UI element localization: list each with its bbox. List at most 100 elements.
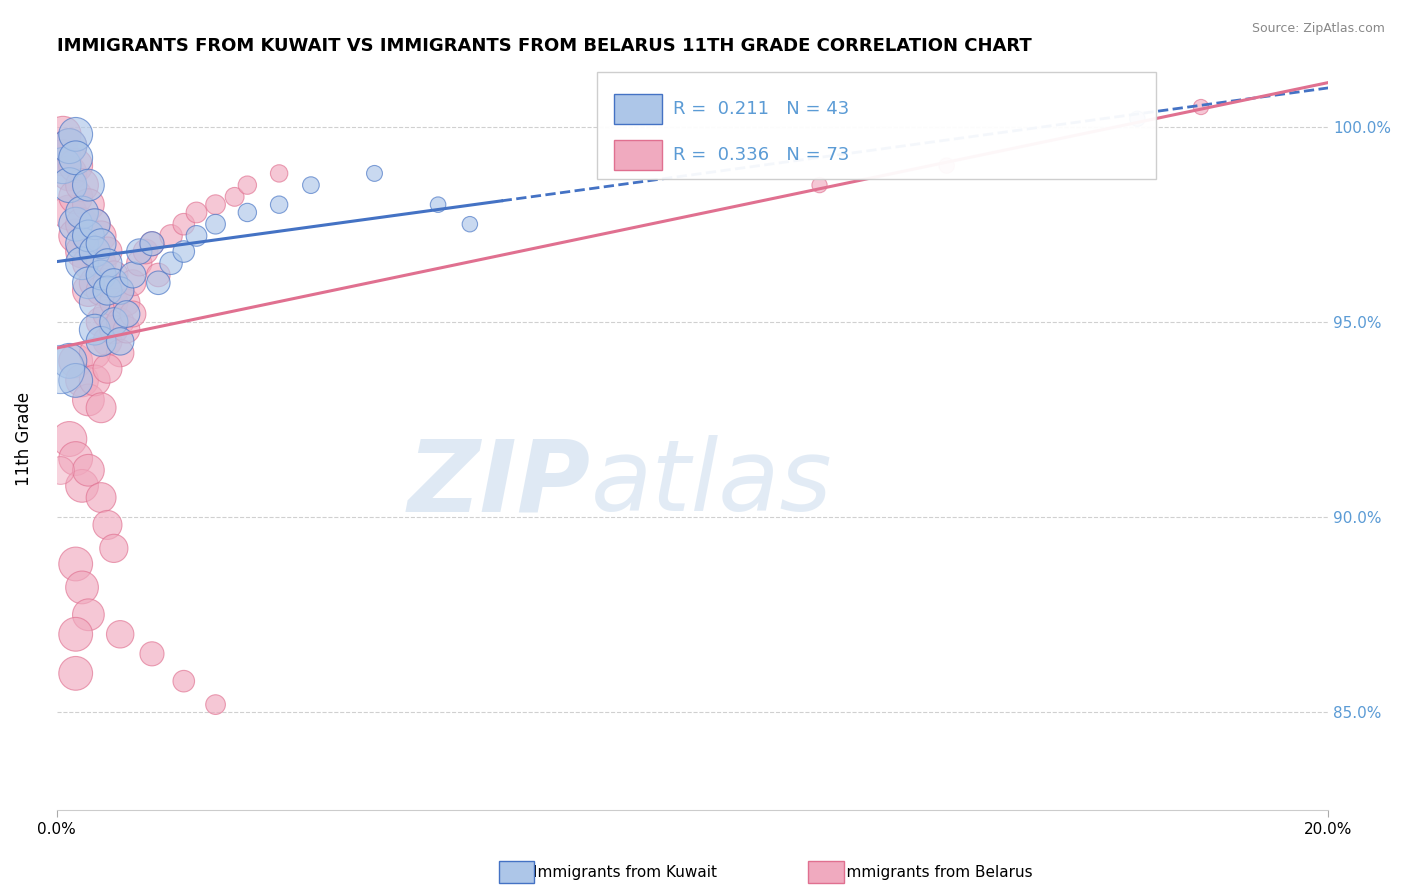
Point xyxy=(236,178,259,193)
Point xyxy=(52,151,75,165)
Point xyxy=(224,190,246,204)
Point xyxy=(122,307,145,321)
Point xyxy=(458,217,481,231)
Point xyxy=(77,284,100,298)
Point xyxy=(96,517,118,532)
Point xyxy=(90,315,112,329)
Text: Source: ZipAtlas.com: Source: ZipAtlas.com xyxy=(1251,22,1385,36)
Point xyxy=(65,666,87,681)
Point xyxy=(77,256,100,270)
Point xyxy=(65,190,87,204)
Bar xyxy=(613,140,662,169)
Point xyxy=(115,307,138,321)
Point xyxy=(65,557,87,571)
Point xyxy=(58,166,80,180)
Text: Immigrants from Kuwait: Immigrants from Kuwait xyxy=(533,865,717,880)
Point xyxy=(160,228,183,243)
Point xyxy=(236,205,259,219)
Point xyxy=(204,217,226,231)
Point xyxy=(299,178,322,193)
Point xyxy=(173,674,195,689)
Point xyxy=(427,197,450,211)
Point xyxy=(186,228,208,243)
Point xyxy=(204,197,226,211)
Point xyxy=(83,276,105,290)
Y-axis label: 11th Grade: 11th Grade xyxy=(15,392,32,486)
Point xyxy=(49,361,72,376)
Bar xyxy=(613,94,662,124)
Point xyxy=(70,236,93,251)
Point xyxy=(83,346,105,360)
Point xyxy=(90,334,112,349)
Point xyxy=(77,392,100,407)
Point xyxy=(108,627,131,641)
Point xyxy=(83,373,105,387)
Point xyxy=(52,159,75,173)
Point xyxy=(1126,112,1149,126)
Point xyxy=(83,217,105,231)
Point xyxy=(83,217,105,231)
Point xyxy=(90,256,112,270)
Point xyxy=(49,463,72,477)
Point xyxy=(108,284,131,298)
Point xyxy=(70,244,93,259)
Point xyxy=(90,268,112,282)
Point xyxy=(90,491,112,505)
Point xyxy=(65,159,87,173)
Point xyxy=(65,627,87,641)
Point xyxy=(96,284,118,298)
Point xyxy=(96,256,118,270)
Point xyxy=(269,166,291,180)
Point xyxy=(108,334,131,349)
Point xyxy=(58,139,80,153)
Text: ZIP: ZIP xyxy=(408,435,591,532)
Point xyxy=(70,373,93,387)
Text: Immigrants from Belarus: Immigrants from Belarus xyxy=(842,865,1033,880)
Point xyxy=(77,228,100,243)
Point xyxy=(83,295,105,310)
Point xyxy=(65,354,87,368)
Point xyxy=(141,236,163,251)
Point xyxy=(108,346,131,360)
Point xyxy=(83,244,105,259)
Point xyxy=(65,128,87,142)
Point xyxy=(141,236,163,251)
Point xyxy=(65,228,87,243)
Point xyxy=(103,323,125,337)
Point xyxy=(96,244,118,259)
Point xyxy=(70,217,93,231)
Point xyxy=(103,295,125,310)
Point xyxy=(77,276,100,290)
Point xyxy=(96,276,118,290)
Point xyxy=(1189,100,1212,114)
Point xyxy=(58,205,80,219)
Point xyxy=(70,256,93,270)
Point xyxy=(83,323,105,337)
Text: IMMIGRANTS FROM KUWAIT VS IMMIGRANTS FROM BELARUS 11TH GRADE CORRELATION CHART: IMMIGRANTS FROM KUWAIT VS IMMIGRANTS FRO… xyxy=(56,37,1032,55)
Point xyxy=(58,354,80,368)
Point xyxy=(108,315,131,329)
Point xyxy=(141,647,163,661)
Point xyxy=(90,401,112,415)
Point xyxy=(83,244,105,259)
Point xyxy=(58,432,80,446)
Point xyxy=(70,479,93,493)
Point xyxy=(115,295,138,310)
Point xyxy=(52,128,75,142)
Point xyxy=(160,256,183,270)
Point xyxy=(103,315,125,329)
Point xyxy=(70,178,93,193)
Point xyxy=(90,236,112,251)
Point xyxy=(269,197,291,211)
Point xyxy=(103,276,125,290)
Point xyxy=(808,178,831,193)
Point xyxy=(90,284,112,298)
Point xyxy=(122,268,145,282)
Point xyxy=(363,166,385,180)
Point xyxy=(77,178,100,193)
Point xyxy=(186,205,208,219)
Point xyxy=(70,581,93,595)
Point xyxy=(135,244,157,259)
Point xyxy=(115,323,138,337)
Point xyxy=(77,197,100,211)
